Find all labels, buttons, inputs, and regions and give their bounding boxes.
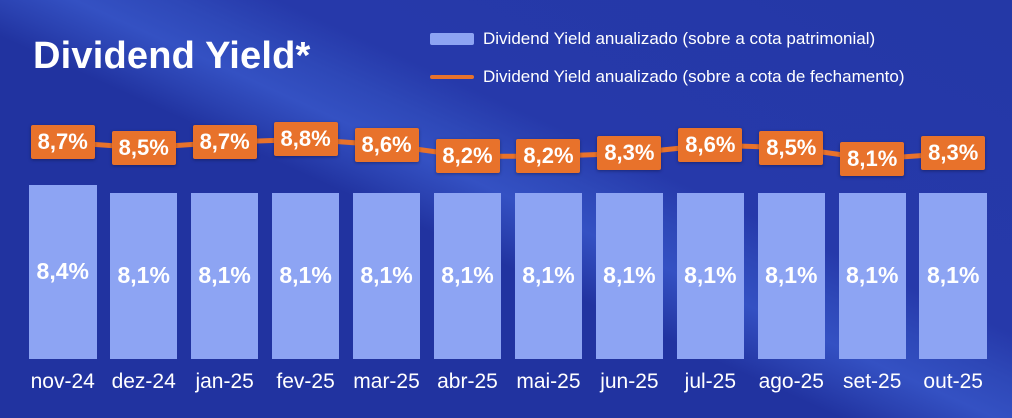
x-axis-label-out-25: out-25 [923, 370, 983, 393]
line-point-label-mar-25: 8,6% [354, 128, 419, 162]
bar-set-25: 8,1% [838, 192, 906, 359]
line-point-label-fev-25: 8,8% [273, 122, 338, 157]
line-point-label-set-25: 8,1% [840, 142, 905, 176]
bar-value-label: 8,1% [198, 262, 251, 289]
x-axis-label-mar-25: mar-25 [353, 370, 420, 393]
line-point-label-dez-24: 8,5% [111, 130, 176, 165]
bar-value-label: 8,1% [441, 262, 494, 289]
line-point-label-nov-24: 8,7% [30, 125, 95, 160]
bar-ago-25: 8,1% [757, 192, 826, 359]
x-axis-label-set-25: set-25 [843, 370, 902, 393]
bar-mai-25: 8,1% [514, 192, 583, 359]
legend-item-patrimonial: Dividend Yield anualizado (sobre a cota … [430, 26, 905, 52]
line-point-label-out-25: 8,3% [921, 136, 986, 171]
bar-value-label: 8,1% [522, 262, 575, 289]
bar-fev-25: 8,1% [271, 192, 340, 359]
x-axis-label-jul-25: jul-25 [684, 370, 737, 393]
bar-jul-25: 8,1% [676, 192, 745, 359]
x-axis-label-fev-25: fev-25 [276, 370, 335, 393]
x-axis-label-ago-25: ago-25 [758, 370, 824, 393]
bar-dez-24: 8,1% [109, 192, 178, 359]
bar-value-label: 8,1% [846, 262, 899, 289]
line-swatch-icon [430, 75, 474, 79]
bar-value-label: 8,1% [603, 262, 656, 289]
bar-value-label: 8,1% [279, 262, 332, 289]
legend-label-patrimonial: Dividend Yield anualizado (sobre a cota … [483, 29, 876, 48]
x-axis-label-mai-25: mai-25 [516, 370, 581, 393]
line-point-label-jul-25: 8,6% [678, 128, 743, 162]
x-axis-label-abr-25: abr-25 [437, 370, 498, 393]
bar-value-label: 8,1% [360, 262, 413, 289]
legend: Dividend Yield anualizado (sobre a cota … [430, 26, 905, 102]
line-point-label-abr-25: 8,2% [435, 139, 500, 174]
bar-abr-25: 8,1% [433, 192, 502, 359]
bar-value-label: 8,1% [765, 262, 818, 289]
x-axis-label-jun-25: jun-25 [600, 370, 659, 393]
bar-value-label: 8,1% [117, 262, 170, 289]
x-axis-label-nov-24: nov-24 [30, 370, 95, 393]
bar-out-25: 8,1% [919, 192, 987, 359]
line-point-label-ago-25: 8,5% [759, 130, 824, 165]
bar-value-label: 8,1% [684, 262, 737, 289]
line-point-label-mai-25: 8,2% [516, 139, 581, 174]
line-point-label-jan-25: 8,7% [192, 125, 257, 160]
bar-nov-24: 8,4% [29, 184, 97, 359]
bar-jan-25: 8,1% [190, 192, 259, 359]
x-axis-label-jan-25: jan-25 [195, 370, 254, 393]
bar-value-label: 8,1% [926, 262, 980, 289]
bar-value-label: 8,4% [36, 258, 89, 285]
bar-swatch-icon [430, 33, 474, 45]
x-axis-label-dez-24: dez-24 [111, 370, 176, 393]
bar-jun-25: 8,1% [595, 192, 664, 359]
legend-label-fechamento: Dividend Yield anualizado (sobre a cota … [483, 67, 905, 86]
line-point-label-jun-25: 8,3% [597, 136, 662, 171]
chart-title: Dividend Yield* [33, 35, 311, 77]
bar-mar-25: 8,1% [352, 192, 421, 359]
legend-item-fechamento: Dividend Yield anualizado (sobre a cota … [430, 64, 905, 90]
